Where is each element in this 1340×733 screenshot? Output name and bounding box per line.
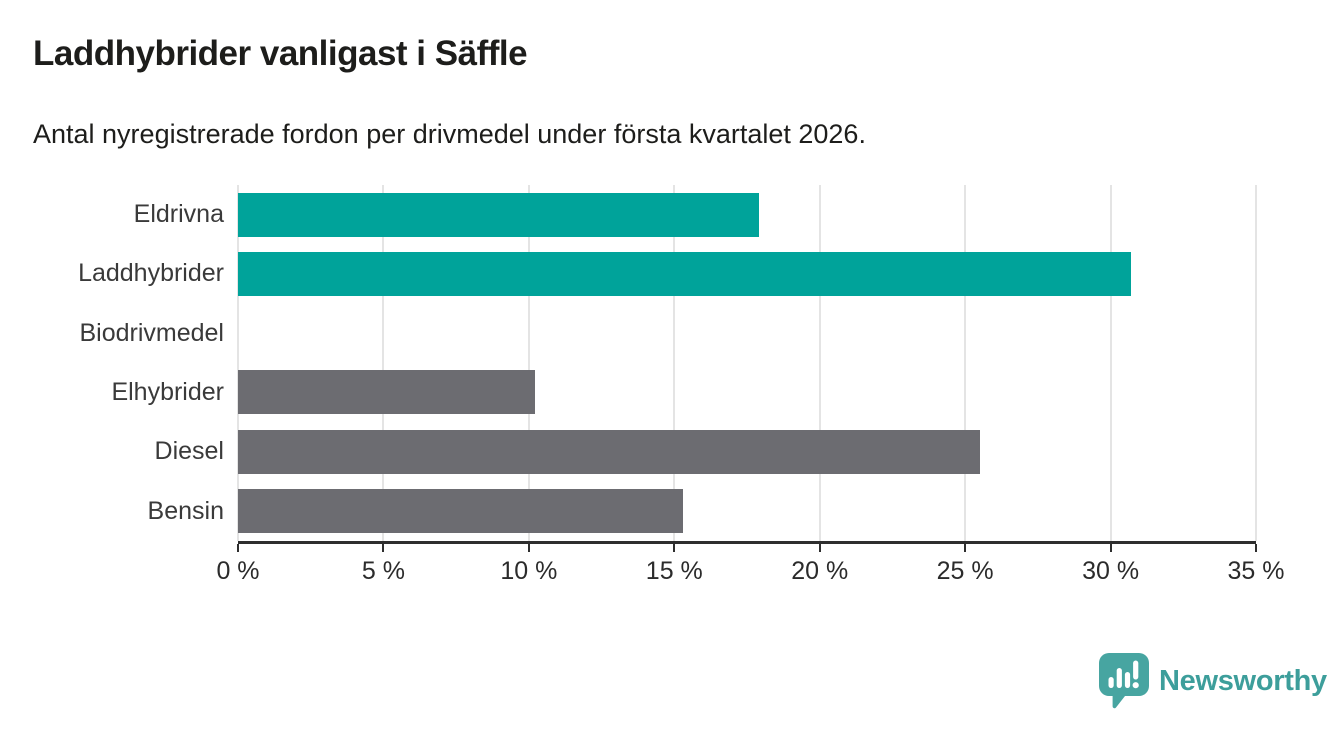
category-labels: Eldrivna Laddhybrider Biodrivmedel Elhybrid… — [0, 185, 224, 541]
gridline — [964, 185, 967, 541]
gridline — [818, 185, 821, 541]
x-axis: 0 % 5 % 10 % 15 % 20 % 25 % 30 % 35 % — [216, 541, 1284, 593]
category-label: Elhybrider — [111, 377, 224, 406]
bar-row — [238, 363, 1256, 422]
gridline — [527, 185, 530, 541]
gridline — [382, 185, 385, 541]
plot-area — [237, 185, 1257, 541]
x-axis-tick — [818, 544, 821, 552]
bar — [238, 429, 980, 474]
gridline — [673, 185, 676, 541]
x-axis-tick — [527, 544, 530, 552]
bar — [238, 192, 759, 237]
x-axis-tick-label: 20 % — [791, 557, 849, 585]
bar-row — [238, 185, 1256, 244]
gridline — [1109, 185, 1112, 541]
x-axis-tick-label: 30 % — [1082, 557, 1140, 585]
x-axis-tick — [382, 544, 385, 552]
x-axis-tick-label: 15 % — [645, 557, 703, 585]
x-axis-line — [238, 541, 1256, 544]
x-axis-tick-label: 10 % — [500, 557, 558, 585]
x-axis-tick-label: 0 % — [216, 557, 260, 585]
x-axis-tick-label: 35 % — [1227, 557, 1285, 585]
gridline — [1255, 185, 1257, 541]
x-axis-tick — [1255, 544, 1257, 552]
gridline — [237, 185, 239, 541]
x-axis-tick — [237, 544, 239, 552]
category-label: Laddhybrider — [78, 259, 224, 288]
category-label: Bensin — [147, 496, 224, 525]
brand-name: Newsworthy — [1159, 664, 1327, 697]
bar-row — [238, 482, 1256, 541]
x-axis-tick — [964, 544, 967, 552]
newsworthy-logo: Newsworthy — [1098, 652, 1327, 710]
newsworthy-logo-icon — [1099, 653, 1149, 709]
category-label: Diesel — [154, 437, 224, 466]
x-axis-tick — [673, 544, 676, 552]
x-axis-tick-label: 25 % — [936, 557, 994, 585]
bar-row — [238, 422, 1256, 481]
bar — [238, 489, 683, 534]
x-axis-tick — [1109, 544, 1112, 552]
category-label: Biodrivmedel — [79, 318, 224, 347]
category-label: Eldrivna — [133, 200, 224, 228]
bar — [238, 370, 535, 415]
chart-subtitle: Antal nyregistrerade fordon per drivmede… — [33, 119, 866, 149]
bar-row — [238, 304, 1256, 363]
x-axis-tick-label: 5 % — [361, 557, 405, 585]
page-title: Laddhybrider vanligast i Säffle — [33, 34, 528, 73]
bar-row — [238, 244, 1256, 303]
bar — [238, 251, 1131, 296]
